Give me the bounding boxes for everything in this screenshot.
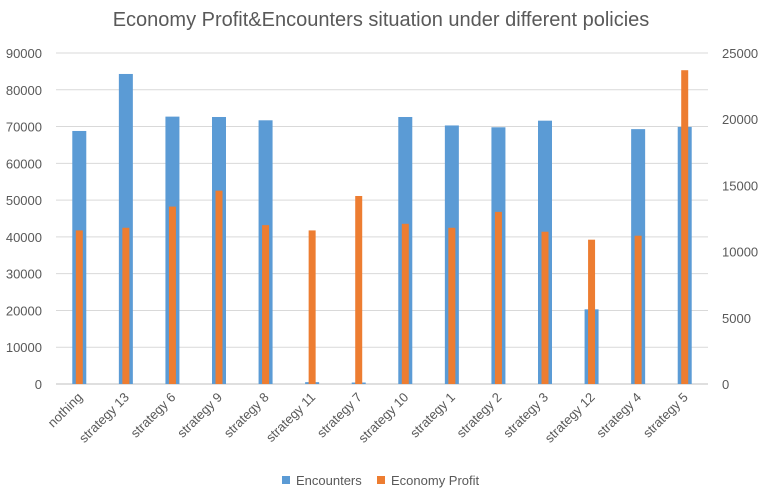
economy-profit-bar [215, 190, 223, 384]
right-tick-label: 25000 [722, 46, 758, 61]
left-tick-label: 90000 [6, 46, 42, 61]
left-tick-label: 50000 [6, 193, 42, 208]
left-tick-label: 20000 [6, 303, 42, 318]
x-tick-label: strategy 13 [76, 390, 132, 446]
right-tick-label: 0 [722, 377, 729, 392]
x-tick-label: strategy 9 [174, 390, 225, 441]
right-tick-label: 15000 [722, 178, 758, 193]
x-tick-label: strategy 2 [454, 390, 505, 441]
economy-profit-bar [122, 227, 130, 384]
legend-swatch [377, 476, 385, 484]
chart-title: Economy Profit&Encounters situation unde… [113, 9, 650, 31]
legend: Encounters Economy Profit [282, 473, 480, 488]
legend-label: Encounters [296, 473, 362, 488]
economy-profit-bar [588, 239, 596, 384]
left-tick-label: 80000 [6, 83, 42, 98]
legend-label: Economy Profit [391, 473, 480, 488]
x-tick-label: strategy 1 [407, 390, 458, 441]
x-tick-label: strategy 12 [542, 390, 598, 446]
left-axis-ticks: 0 10000 20000 30000 40000 50000 60000 70000 8000… [6, 46, 42, 392]
economy-profit-bar [494, 211, 502, 384]
economy-profit-bar [308, 230, 316, 384]
x-tick-label: strategy 5 [640, 390, 691, 441]
gridlines [56, 52, 708, 385]
right-tick-label: 10000 [722, 245, 758, 260]
x-tick-label: strategy 10 [355, 390, 411, 446]
right-tick-label: 5000 [722, 311, 751, 326]
left-tick-label: 0 [35, 377, 42, 392]
left-tick-label: 30000 [6, 267, 42, 282]
left-tick-label: 10000 [6, 340, 42, 355]
left-tick-label: 60000 [6, 156, 42, 171]
x-tick-label: strategy 11 [263, 390, 318, 445]
economy-profit-bar [448, 227, 456, 384]
economy-profit-bar [634, 235, 642, 384]
left-tick-label: 40000 [6, 230, 42, 245]
economy-profit-bar [681, 70, 689, 384]
right-axis-ticks: 0 5000 10000 15000 20000 25000 [722, 46, 758, 392]
left-tick-label: 70000 [6, 120, 42, 135]
bar-series [72, 70, 692, 385]
economy-profit-bar [401, 223, 409, 384]
economy-profit-bar [355, 195, 363, 384]
economy-profit-bar [541, 231, 549, 384]
economy-profit-bar [262, 225, 270, 384]
x-tick-label: strategy 4 [593, 390, 644, 441]
economy-profit-bar [75, 230, 83, 384]
economy-profit-bar [168, 206, 176, 384]
legend-swatch [282, 476, 290, 484]
x-tick-label: nothing [45, 390, 86, 431]
right-tick-label: 20000 [722, 112, 758, 127]
x-tick-label: strategy 6 [128, 390, 179, 441]
